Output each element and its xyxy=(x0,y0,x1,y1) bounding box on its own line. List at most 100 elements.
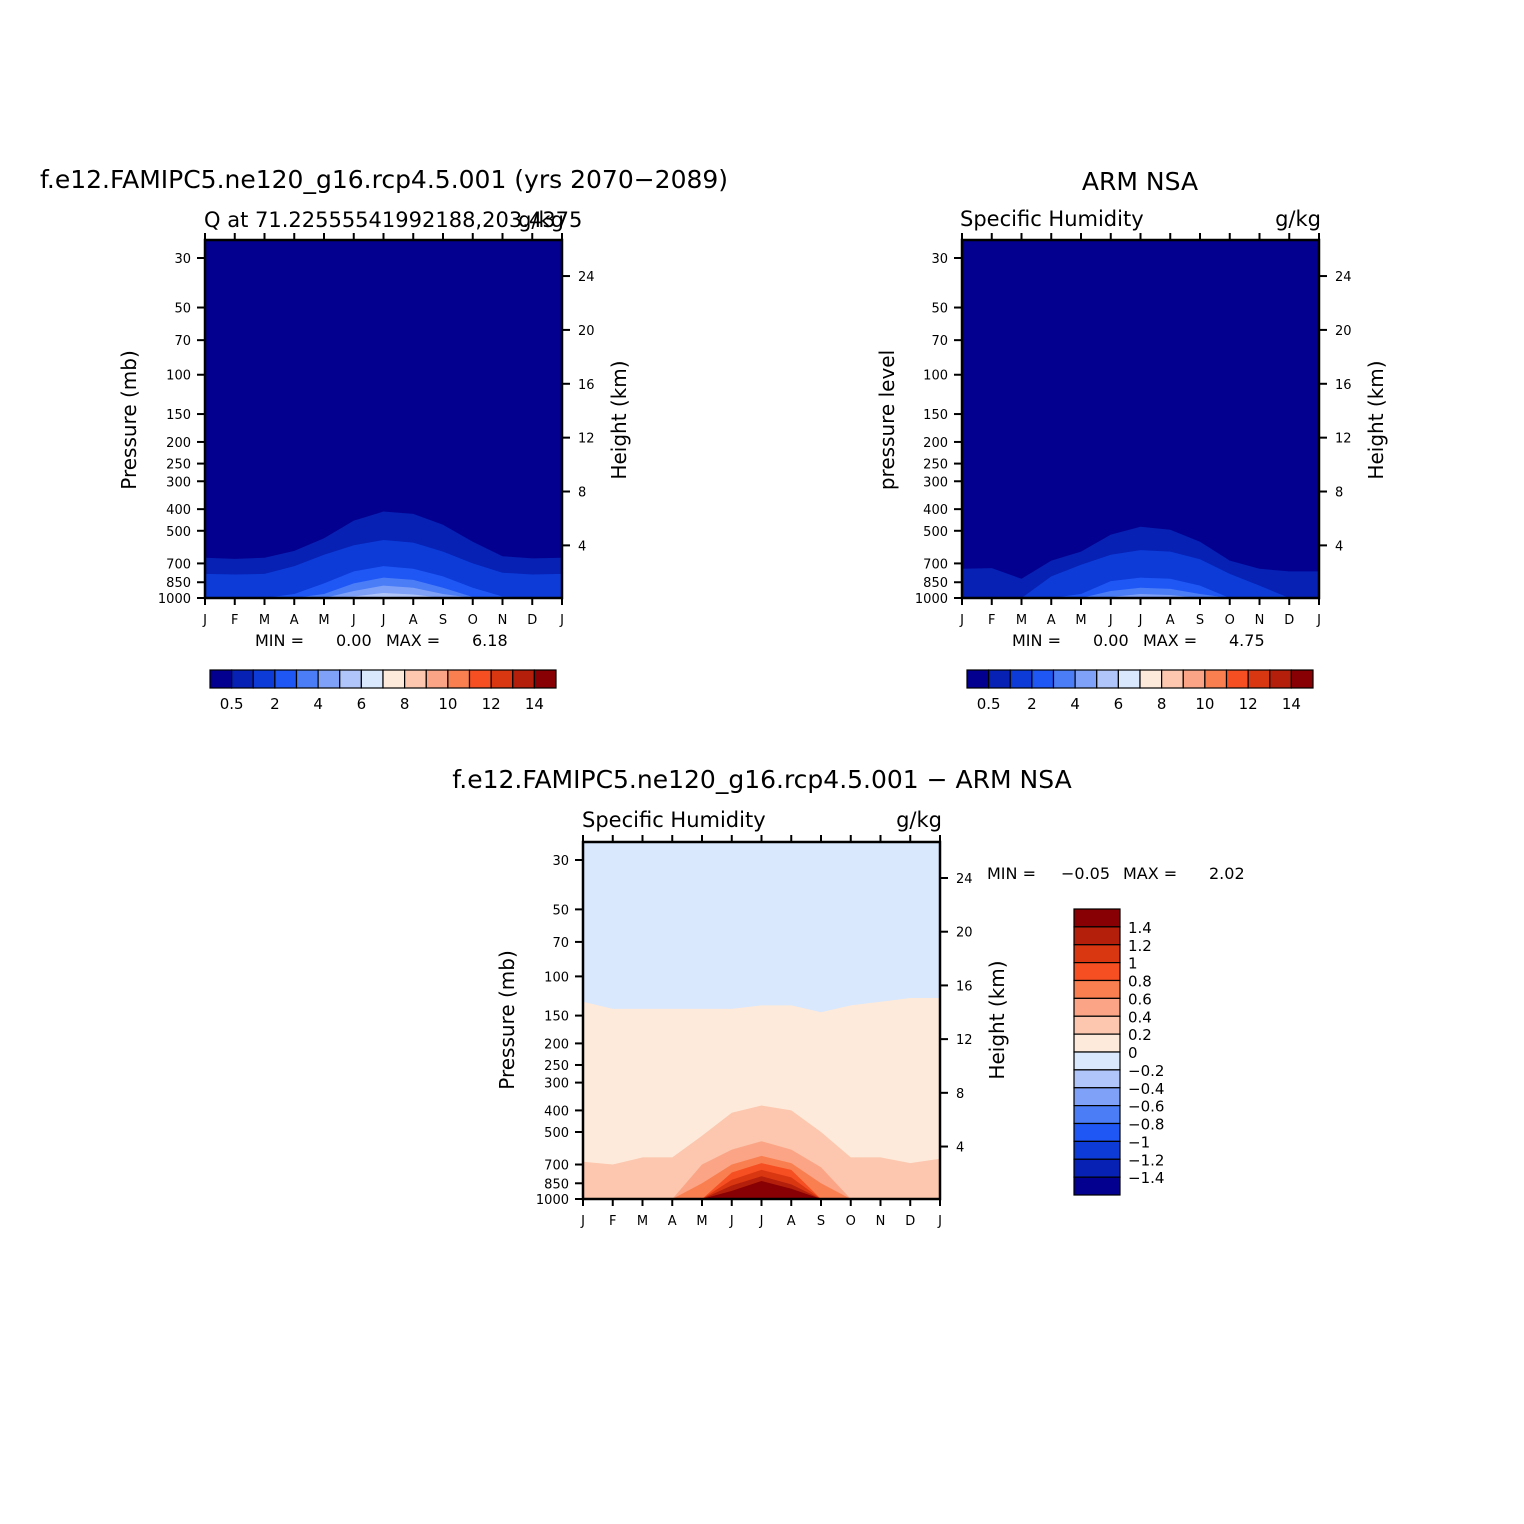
y-tick-label: 850 xyxy=(166,576,191,591)
colorbar-box xyxy=(382,669,406,689)
y-right-tick-label: 20 xyxy=(578,324,595,339)
y-right-tick-label: 12 xyxy=(1335,432,1352,447)
y-tick-label: 300 xyxy=(166,475,191,490)
colorbar-box xyxy=(1073,1176,1121,1196)
panel-2-min-label: MIN = xyxy=(1012,631,1061,650)
colorbar-box xyxy=(1204,669,1228,689)
panel-1-axes: J F M A M J J A S O N D J 30 50 70 100 150 200 250 300 400 500… xyxy=(158,233,595,628)
y-tick-label: 50 xyxy=(174,302,191,317)
x-tick-label: J xyxy=(1316,613,1321,628)
panel-1-right-string: g/kg xyxy=(518,208,564,232)
colorbar-label: 0.5 xyxy=(220,695,244,713)
colorbar-box xyxy=(1073,1140,1121,1160)
colorbar-box xyxy=(490,669,514,689)
x-tick-label: A xyxy=(787,1214,796,1229)
contour-level-5 xyxy=(205,593,562,598)
x-tick-label: J xyxy=(937,1214,942,1229)
panel-1-max-label: MAX = xyxy=(386,631,440,650)
colorbar-box xyxy=(1139,669,1163,689)
y-tick-label: 150 xyxy=(544,1010,569,1025)
panel-2-max-value: 4.75 xyxy=(1229,631,1265,650)
colorbar-box xyxy=(425,669,449,689)
panel-1-max-value: 6.18 xyxy=(472,631,508,650)
colorbar-box xyxy=(1182,669,1206,689)
colorbar-box xyxy=(512,669,535,689)
y-right-tick-label: 4 xyxy=(1335,539,1343,554)
colorbar-label: −1.2 xyxy=(1128,1151,1164,1169)
colorbar-box xyxy=(339,669,362,689)
colorbar-box xyxy=(295,669,319,689)
panel-1-ylabel: Pressure (mb) xyxy=(117,350,141,490)
panel-1-ylabel-right: Height (km) xyxy=(607,360,631,479)
panel-1-plot-area xyxy=(205,240,562,598)
y-tick-label: 30 xyxy=(552,854,569,869)
colorbar-box xyxy=(1161,669,1184,689)
colorbar-box xyxy=(1073,962,1121,982)
y-tick-label: 100 xyxy=(923,369,948,384)
y-right-tick-label: 16 xyxy=(1335,378,1352,393)
panel-3-left-string: Specific Humidity xyxy=(582,808,766,832)
colorbar-label: 14 xyxy=(525,695,544,713)
x-tick-label: J xyxy=(1108,613,1113,628)
colorbar-label: 2 xyxy=(1027,695,1037,713)
x-tick-label: M xyxy=(1075,613,1086,628)
y-right-tick-label: 24 xyxy=(578,270,595,285)
panel-3-min-label: MIN = xyxy=(987,864,1036,883)
y-tick-label: 500 xyxy=(544,1126,569,1141)
panel-2-left-string: Specific Humidity xyxy=(960,207,1144,231)
x-tick-label: O xyxy=(468,613,478,628)
colorbar-label: 10 xyxy=(1195,695,1214,713)
panel-model: f.e12.FAMIPC5.ne120_g16.rcp4.5.001 (yrs … xyxy=(40,165,728,713)
y-tick-label: 150 xyxy=(923,408,948,423)
colorbar-box xyxy=(1073,908,1121,928)
colorbar-box xyxy=(988,669,1011,689)
colorbar-box xyxy=(404,669,427,689)
y-right-tick-label: 8 xyxy=(578,486,586,501)
x-tick-label: N xyxy=(876,1214,886,1229)
colorbar-box xyxy=(966,669,990,689)
x-tick-label: F xyxy=(988,613,995,628)
colorbar-box xyxy=(231,669,254,689)
panel-2-ylabel-right: Height (km) xyxy=(1364,360,1388,479)
x-tick-label: A xyxy=(668,1214,677,1229)
colorbar-label: 8 xyxy=(1157,695,1167,713)
panel-1-colorbar: 0.5 2 4 6 8 10 12 14 xyxy=(209,669,557,713)
x-tick-label: J xyxy=(351,613,356,628)
x-tick-label: M xyxy=(1016,613,1027,628)
x-tick-label: S xyxy=(439,613,447,628)
panel-diff: f.e12.FAMIPC5.ne120_g16.rcp4.5.001 − ARM… xyxy=(452,765,1244,1229)
colorbar-box xyxy=(1073,1122,1121,1142)
contour-level-4 xyxy=(205,585,562,598)
contour-level-1_4 xyxy=(583,1181,940,1199)
panel-1-left-string: Q at 71.22555541992188,203.4375 xyxy=(204,208,582,232)
x-tick-label: M xyxy=(637,1214,648,1229)
x-tick-label: J xyxy=(202,613,207,628)
x-tick-label: J xyxy=(1138,613,1143,628)
y-right-tick-label: 4 xyxy=(578,539,586,554)
y-tick-label: 250 xyxy=(166,458,191,473)
x-tick-label: O xyxy=(1225,613,1235,628)
colorbar-box xyxy=(1096,669,1119,689)
x-tick-label: F xyxy=(231,613,238,628)
x-tick-label: S xyxy=(1196,613,1204,628)
y-right-tick-label: 24 xyxy=(956,872,973,887)
colorbar-box xyxy=(1073,1033,1121,1053)
colorbar-box xyxy=(1073,997,1121,1017)
contour-level-0 xyxy=(583,998,940,1199)
colorbar-box xyxy=(1009,669,1033,689)
y-tick-label: 150 xyxy=(166,408,191,423)
y-tick-label: 400 xyxy=(166,503,191,518)
y-tick-label: 500 xyxy=(166,525,191,540)
y-right-tick-label: 16 xyxy=(956,979,973,994)
contour-level-3 xyxy=(962,587,1319,598)
colorbar-label: 0.6 xyxy=(1128,990,1152,1008)
contour-level-1 xyxy=(962,550,1319,598)
colorbar-box xyxy=(1073,1051,1121,1071)
colorbar-box xyxy=(209,669,233,689)
colorbar-label: 0.8 xyxy=(1128,973,1152,991)
panel-3-plot-area xyxy=(583,842,940,1199)
panel-2-ylabel: pressure level xyxy=(875,350,899,490)
colorbar-box xyxy=(1073,1069,1121,1089)
colorbar-label: 4 xyxy=(1070,695,1080,713)
colorbar-label: −0.2 xyxy=(1128,1062,1164,1080)
